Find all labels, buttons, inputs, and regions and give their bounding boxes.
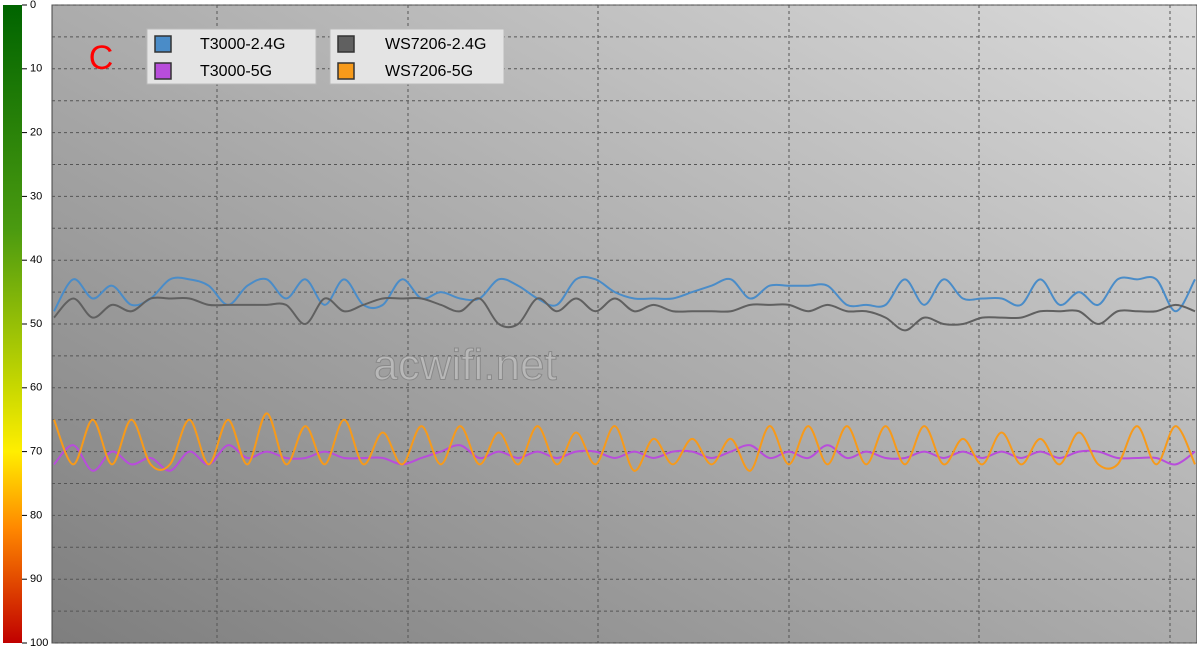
y-tick-label: 10 (30, 63, 42, 75)
watermark: acwifi.net (373, 341, 556, 390)
y-tick-label: 20 (30, 127, 42, 139)
legend-box (329, 28, 505, 85)
series-line (53, 275, 1196, 313)
series-line (53, 412, 1196, 472)
series-line (53, 296, 1196, 332)
y-tick-label: 70 (30, 446, 42, 458)
y-axis: 0 10 20 30 40 50 60 70 80 90 100 (22, 0, 48, 647)
y-tick-label: 40 (30, 254, 42, 266)
y-tick-label: 0 (30, 0, 36, 11)
y-tick-label: 100 (30, 637, 48, 647)
series-line (53, 444, 1196, 472)
legend-label: T3000-2.4G (200, 36, 285, 53)
annotation: C (89, 39, 114, 77)
legend-label: T3000-5G (200, 63, 272, 80)
legend-box (146, 28, 317, 85)
legend: T3000-2.4G T3000-5G WS7206-2.4G WS7206-5G (146, 28, 505, 85)
legend-swatch (337, 35, 355, 53)
y-tick-label: 60 (30, 382, 42, 394)
legend-label: WS7206-2.4G (385, 36, 486, 53)
lines (53, 275, 1196, 472)
y-tick-label: 80 (30, 509, 42, 521)
legend-swatch (337, 62, 355, 80)
y-tick-label: 30 (30, 190, 42, 202)
legend-label: WS7206-5G (385, 63, 473, 80)
y-tick-label: 50 (30, 318, 42, 330)
legend-swatch (154, 35, 172, 53)
y-tick-label: 90 (30, 573, 42, 585)
color-bar (3, 5, 22, 643)
grid (52, 4, 1197, 644)
legend-swatch (154, 62, 172, 80)
